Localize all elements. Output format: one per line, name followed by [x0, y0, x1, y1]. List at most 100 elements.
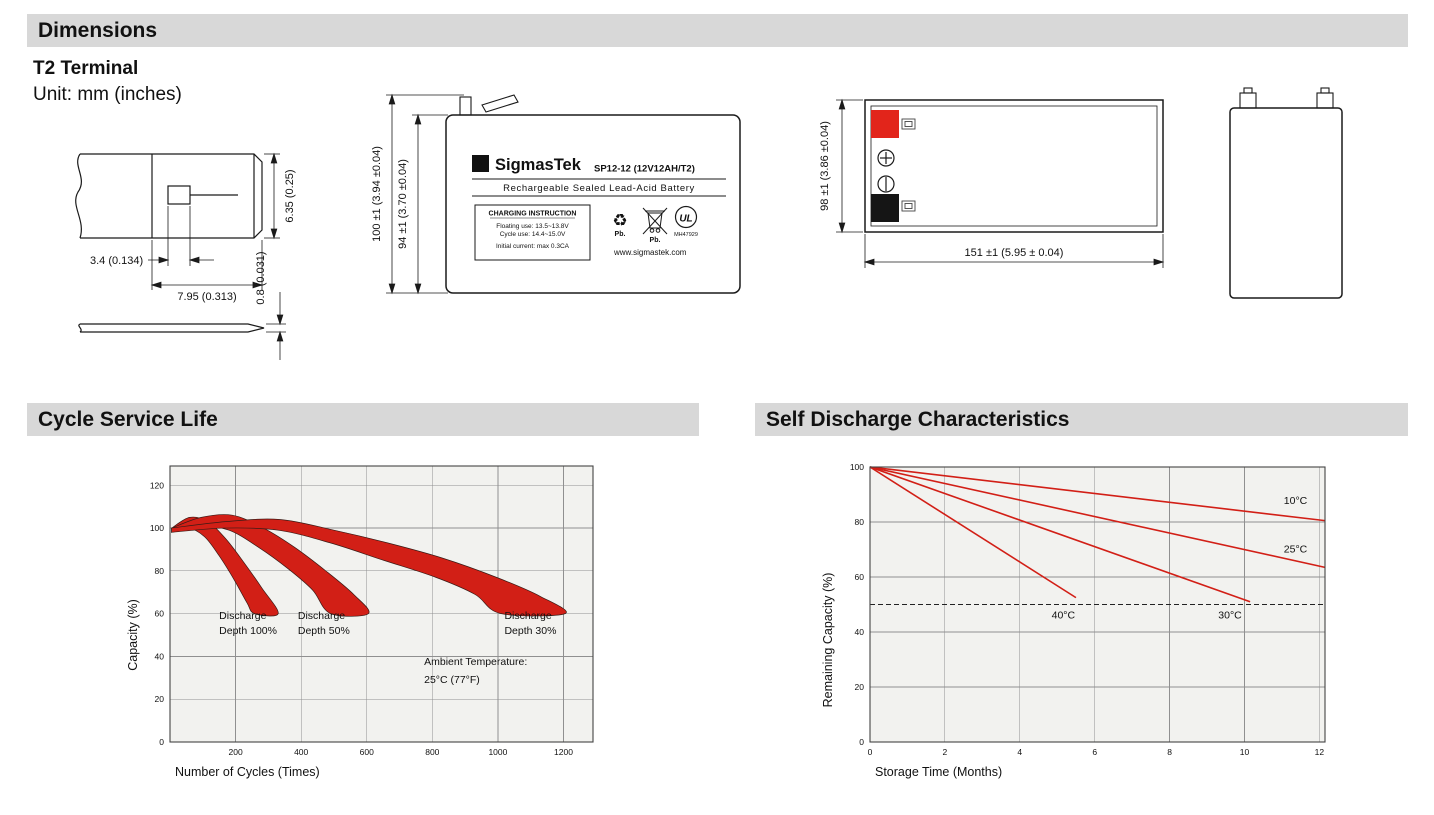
chart-annotation: 30°C	[1218, 609, 1242, 621]
sigma-logo-icon: Σ	[477, 157, 485, 172]
battery-subtitle: Rechargeable Sealed Lead-Acid Battery	[503, 183, 695, 194]
terminal-cross-section	[75, 153, 263, 239]
dim-length: 151 ±1 (5.95 ± 0.04)	[965, 247, 1064, 259]
brand-name: SigmasTek	[495, 156, 582, 174]
y-tick-label: 20	[855, 682, 865, 692]
x-tick-label: 0	[868, 747, 873, 757]
self-discharge-chart: 0 2 4 6 8 10 12 0 20 40 60 80 100 10°C 25°C 40°C 30°C Sto…	[821, 462, 1326, 779]
y-tick-label: 120	[150, 480, 164, 490]
negative-terminal-tab	[901, 200, 916, 212]
x-tick-label: 12	[1315, 747, 1325, 757]
side-view-case	[1229, 87, 1343, 299]
recycle-pb-icon: ♻	[612, 211, 627, 230]
x-tick-label: 4	[1017, 747, 1022, 757]
website-url: www.sigmastek.com	[613, 248, 687, 257]
y-tick-label: 20	[155, 694, 165, 704]
y-tick-label: 60	[855, 572, 865, 582]
y-tick-label: 0	[159, 737, 164, 747]
y-tick-label: 80	[855, 517, 865, 527]
pb-recycle-label: Pb.	[615, 231, 626, 238]
terminal-info-block: T2 Terminal Unit: mm (inches)	[33, 58, 182, 106]
top-view-outer-case	[864, 99, 1164, 233]
pb-bin-label: Pb.	[650, 237, 661, 244]
x-tick-label: 800	[425, 747, 439, 757]
charging-cycle: Cycle use: 14.4~15.0V	[500, 231, 566, 238]
band-discharge-depth-50-	[171, 514, 370, 617]
unit-label: Unit: mm (inches)	[33, 84, 182, 105]
chart-annotation: Discharge	[504, 610, 551, 622]
series-line-30-c	[869, 466, 1251, 603]
section-header-self-discharge: Self Discharge Characteristics	[755, 403, 1408, 436]
cycle-service-life-chart: 200 400 600 800 1000 1200 0 20 40 60 80 100 120 Disch…	[126, 465, 594, 779]
x-tick-label: 10	[1240, 747, 1250, 757]
series-line-40-c	[869, 466, 1077, 599]
x-tick-label: 400	[294, 747, 308, 757]
chart-annotation: Ambient Temperature:	[424, 656, 527, 668]
section-header-cycle-life: Cycle Service Life	[27, 403, 699, 436]
y-tick-label: 100	[150, 523, 164, 533]
terminal-dimension-lines	[148, 152, 286, 360]
chart-annotation: 25°C	[1284, 543, 1308, 555]
terminal-strip-side-view	[78, 323, 265, 333]
chart-annotation: Discharge	[219, 610, 266, 622]
ul-mark-text: UL	[679, 214, 692, 225]
y-axis-label: Remaining Capacity (%)	[821, 573, 835, 708]
battery-top-view: 98 ±1 (3.86 ±0.04) 151 ±1 (5.95 ± 0.04)	[819, 98, 1165, 268]
top-view-dimension-lines	[836, 98, 1165, 268]
x-tick-label: 1200	[554, 747, 573, 757]
dimensions-title: Dimensions	[38, 18, 158, 42]
x-tick-label: 6	[1092, 747, 1097, 757]
front-view-dimension-lines	[386, 93, 464, 295]
y-tick-label: 40	[155, 651, 165, 661]
series-line-10-c	[869, 466, 1326, 522]
dim-case-height: 94 ±1 (3.70 ±0.04)	[397, 159, 409, 249]
dim-total-height: 100 ±1 (3.94 ±0.04)	[371, 146, 383, 242]
minus-polarity-icon	[877, 175, 895, 193]
chart-annotation: Discharge	[298, 610, 345, 622]
y-tick-label: 80	[155, 566, 165, 576]
dim-thickness: 0.8 (0.031)	[255, 251, 267, 304]
ul-logo-icon: UL	[674, 205, 698, 229]
crossed-bin-icon	[642, 207, 668, 235]
y-axis-label: Capacity (%)	[126, 599, 140, 671]
model-number: SP12-12 (12V12AH/T2)	[594, 164, 695, 175]
battery-front-view: Σ SigmasTek SP12-12 (12V12AH/T2) Recharg…	[371, 93, 741, 295]
x-tick-label: 200	[228, 747, 242, 757]
x-axis-label: Storage Time (Months)	[875, 765, 1002, 779]
y-tick-label: 40	[855, 627, 865, 637]
self-discharge-title: Self Discharge Characteristics	[766, 407, 1070, 431]
x-tick-label: 8	[1167, 747, 1172, 757]
band-discharge-depth-30-	[171, 518, 567, 617]
x-tick-label: 600	[360, 747, 374, 757]
terminal-type-label: T2 Terminal	[33, 58, 139, 79]
sigma-logo-box	[472, 155, 489, 172]
top-view-inner-case	[870, 105, 1158, 227]
section-header-dimensions: Dimensions	[27, 14, 1408, 47]
terminal-detail-drawing: 3.4 (0.134) 7.95 (0.313) 6.35 (0.25) 0.8…	[75, 152, 296, 360]
y-tick-label: 0	[859, 737, 864, 747]
y-tick-label: 100	[850, 462, 864, 472]
charging-title: CHARGING INSTRUCTION	[489, 211, 577, 218]
plus-polarity-icon	[877, 149, 895, 167]
x-tick-label: 1000	[488, 747, 507, 757]
plot-border	[169, 465, 594, 743]
cycle-life-title: Cycle Service Life	[38, 407, 218, 431]
chart-annotation: 10°C	[1284, 495, 1308, 507]
chart-annotation: Depth 30%	[504, 625, 556, 637]
chart-annotation: 25°C (77°F)	[424, 674, 480, 686]
chart-annotation: 40°C	[1052, 609, 1076, 621]
positive-terminal-tab	[901, 118, 916, 130]
charging-instruction-box: CHARGING INSTRUCTION Floating use: 13.5~…	[474, 204, 591, 261]
dim-width-side: 98 ±1 (3.86 ±0.04)	[819, 121, 831, 211]
dim-block-height: 6.35 (0.25)	[284, 169, 296, 222]
charging-initial-current: Initial current: max 0.3CA	[496, 243, 570, 250]
charging-floating: Floating use: 13.5~13.8V	[496, 223, 569, 230]
plot-border	[869, 466, 1326, 743]
x-axis-label: Number of Cycles (Times)	[175, 765, 320, 779]
dim-tab-width: 7.95 (0.313)	[177, 291, 236, 303]
battery-case-front	[445, 94, 741, 294]
x-tick-label: 2	[943, 747, 948, 757]
negative-terminal-marker	[871, 194, 899, 222]
series-line-25-c	[869, 466, 1326, 569]
y-tick-label: 60	[155, 609, 165, 619]
